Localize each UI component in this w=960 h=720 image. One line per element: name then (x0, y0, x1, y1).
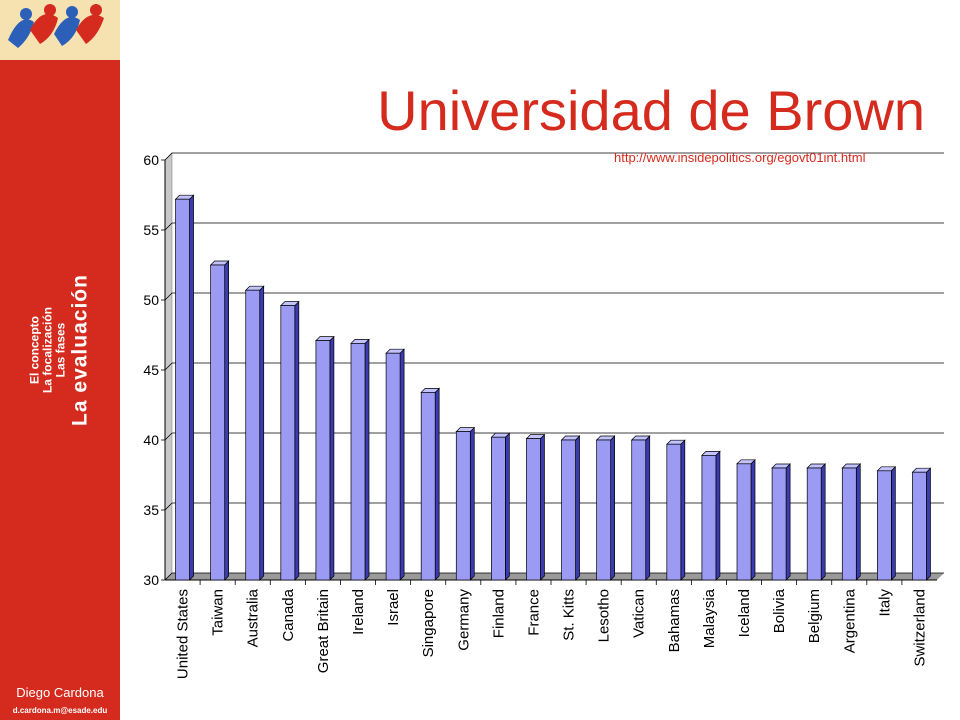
x-tick-label: Belgium (806, 589, 823, 643)
x-tick-label: St. Kitts (561, 589, 578, 641)
y-tick-label: 40 (143, 432, 159, 448)
bar-side (645, 435, 651, 581)
x-tick-label: United States (175, 589, 192, 679)
x-tick-label: Finland (490, 589, 507, 638)
bar (175, 198, 190, 581)
x-tick-label: Ireland (350, 589, 367, 635)
bar (631, 439, 647, 581)
bar-side (891, 465, 896, 581)
bar (526, 438, 541, 581)
bar-side (364, 338, 370, 581)
x-tick-label: Malaysia (701, 588, 718, 648)
bar (210, 264, 225, 581)
x-tick-label: Singapore (420, 589, 437, 657)
sidebar: El concepto La focalización Las fases La… (0, 0, 120, 720)
bar-side (575, 435, 580, 581)
gridline-side (164, 292, 173, 301)
bar (912, 471, 927, 581)
bar-side (610, 435, 615, 581)
bar (491, 436, 506, 581)
bar-side (189, 194, 194, 581)
gridline-side (164, 502, 173, 511)
bar (666, 443, 682, 581)
bar (701, 455, 717, 581)
bar (561, 439, 576, 581)
bar-side (259, 285, 265, 581)
bar (877, 470, 892, 581)
bar (596, 439, 611, 581)
x-tick-label: Argentina (841, 588, 858, 653)
bar-side (399, 348, 405, 581)
bar (771, 467, 787, 581)
y-tick-label: 45 (143, 362, 159, 378)
slide-title: Universidad de Brown (377, 79, 925, 142)
gridline-side (164, 362, 173, 371)
bar (245, 289, 261, 581)
bar (315, 340, 331, 581)
gridline-side (164, 572, 173, 581)
x-tick-label: Taiwan (210, 589, 227, 636)
x-tick-label: Bahamas (666, 589, 683, 652)
x-tick-label: Israel (385, 589, 402, 626)
bar-side (540, 433, 545, 581)
gridline-side (164, 152, 173, 161)
gridline-side (164, 222, 173, 231)
bar-side (680, 439, 686, 581)
y-tick-label: 60 (143, 152, 159, 168)
y-tick-label: 30 (143, 572, 159, 588)
bar-side (820, 463, 826, 581)
bar (806, 467, 822, 581)
bar (841, 467, 857, 581)
x-tick-label: Australia (245, 588, 262, 647)
bar (350, 343, 366, 581)
bar-side (715, 450, 721, 581)
x-tick-label: Switzerland (911, 589, 928, 667)
x-tick-label: Iceland (736, 589, 753, 637)
bar (455, 431, 471, 581)
author-name: Diego Cardona (16, 685, 104, 700)
bar (420, 392, 436, 581)
x-tick-label: Bolivia (771, 588, 788, 633)
bar (385, 352, 401, 581)
y-tick-label: 35 (143, 502, 159, 518)
logo-figures-icon (8, 4, 104, 48)
logo (0, 0, 120, 60)
x-tick-label: Germany (455, 589, 472, 651)
x-tick-label: Canada (280, 588, 297, 641)
bar-side (224, 260, 229, 581)
bar-side (469, 426, 475, 581)
bar-side (329, 335, 335, 581)
bar-side (434, 387, 440, 581)
bar (280, 305, 296, 581)
bar-side (855, 463, 861, 581)
x-tick-label: Lesotho (596, 589, 613, 642)
bar-side (785, 463, 791, 581)
author-email: d.cardona.m@esade.edu (12, 706, 108, 715)
x-tick-label: Vatican (631, 589, 648, 638)
gridline-side (164, 432, 173, 441)
y-tick-label: 55 (143, 222, 159, 238)
source-link[interactable]: http://www.insidepolitics.org/egovt01int… (614, 150, 866, 165)
bar-side (505, 432, 510, 581)
y-tick-label: 50 (143, 292, 159, 308)
x-tick-label: Italy (876, 589, 893, 617)
x-tick-label: France (525, 589, 542, 636)
bar-side (294, 300, 300, 581)
bar-side (750, 458, 756, 581)
bar-side (926, 467, 931, 581)
x-tick-label: Great Britain (315, 589, 332, 673)
bar (736, 463, 752, 581)
